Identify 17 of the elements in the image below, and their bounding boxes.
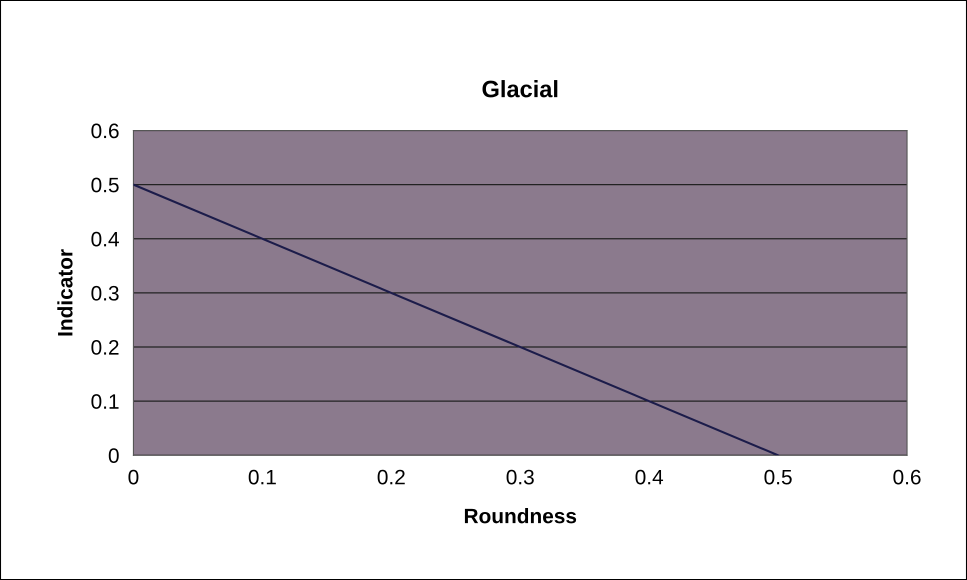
x-tick-label: 0.4 (636, 470, 664, 484)
y-axis-title: Indicator (57, 249, 73, 336)
x-tick-label: 0.1 (248, 470, 276, 484)
y-tick-label: 0.2 (91, 340, 119, 355)
y-tick-label: 0.1 (91, 394, 119, 409)
y-tick-label: 0.5 (91, 178, 119, 192)
x-tick-label: 0.5 (764, 470, 792, 484)
x-tick-label: 0.3 (506, 470, 534, 484)
y-tick-label: 0.3 (91, 286, 119, 301)
y-tick-label: 0.4 (91, 232, 119, 247)
x-axis-title: Roundness (464, 508, 576, 524)
x-tick-label: 0.2 (378, 470, 405, 484)
x-tick-label: 0.6 (893, 470, 921, 484)
y-tick-label: 0.6 (91, 124, 119, 138)
x-tick-label: 0 (128, 470, 138, 484)
chart-title: Glacial (482, 80, 558, 98)
y-tick-label: 0 (108, 448, 119, 464)
